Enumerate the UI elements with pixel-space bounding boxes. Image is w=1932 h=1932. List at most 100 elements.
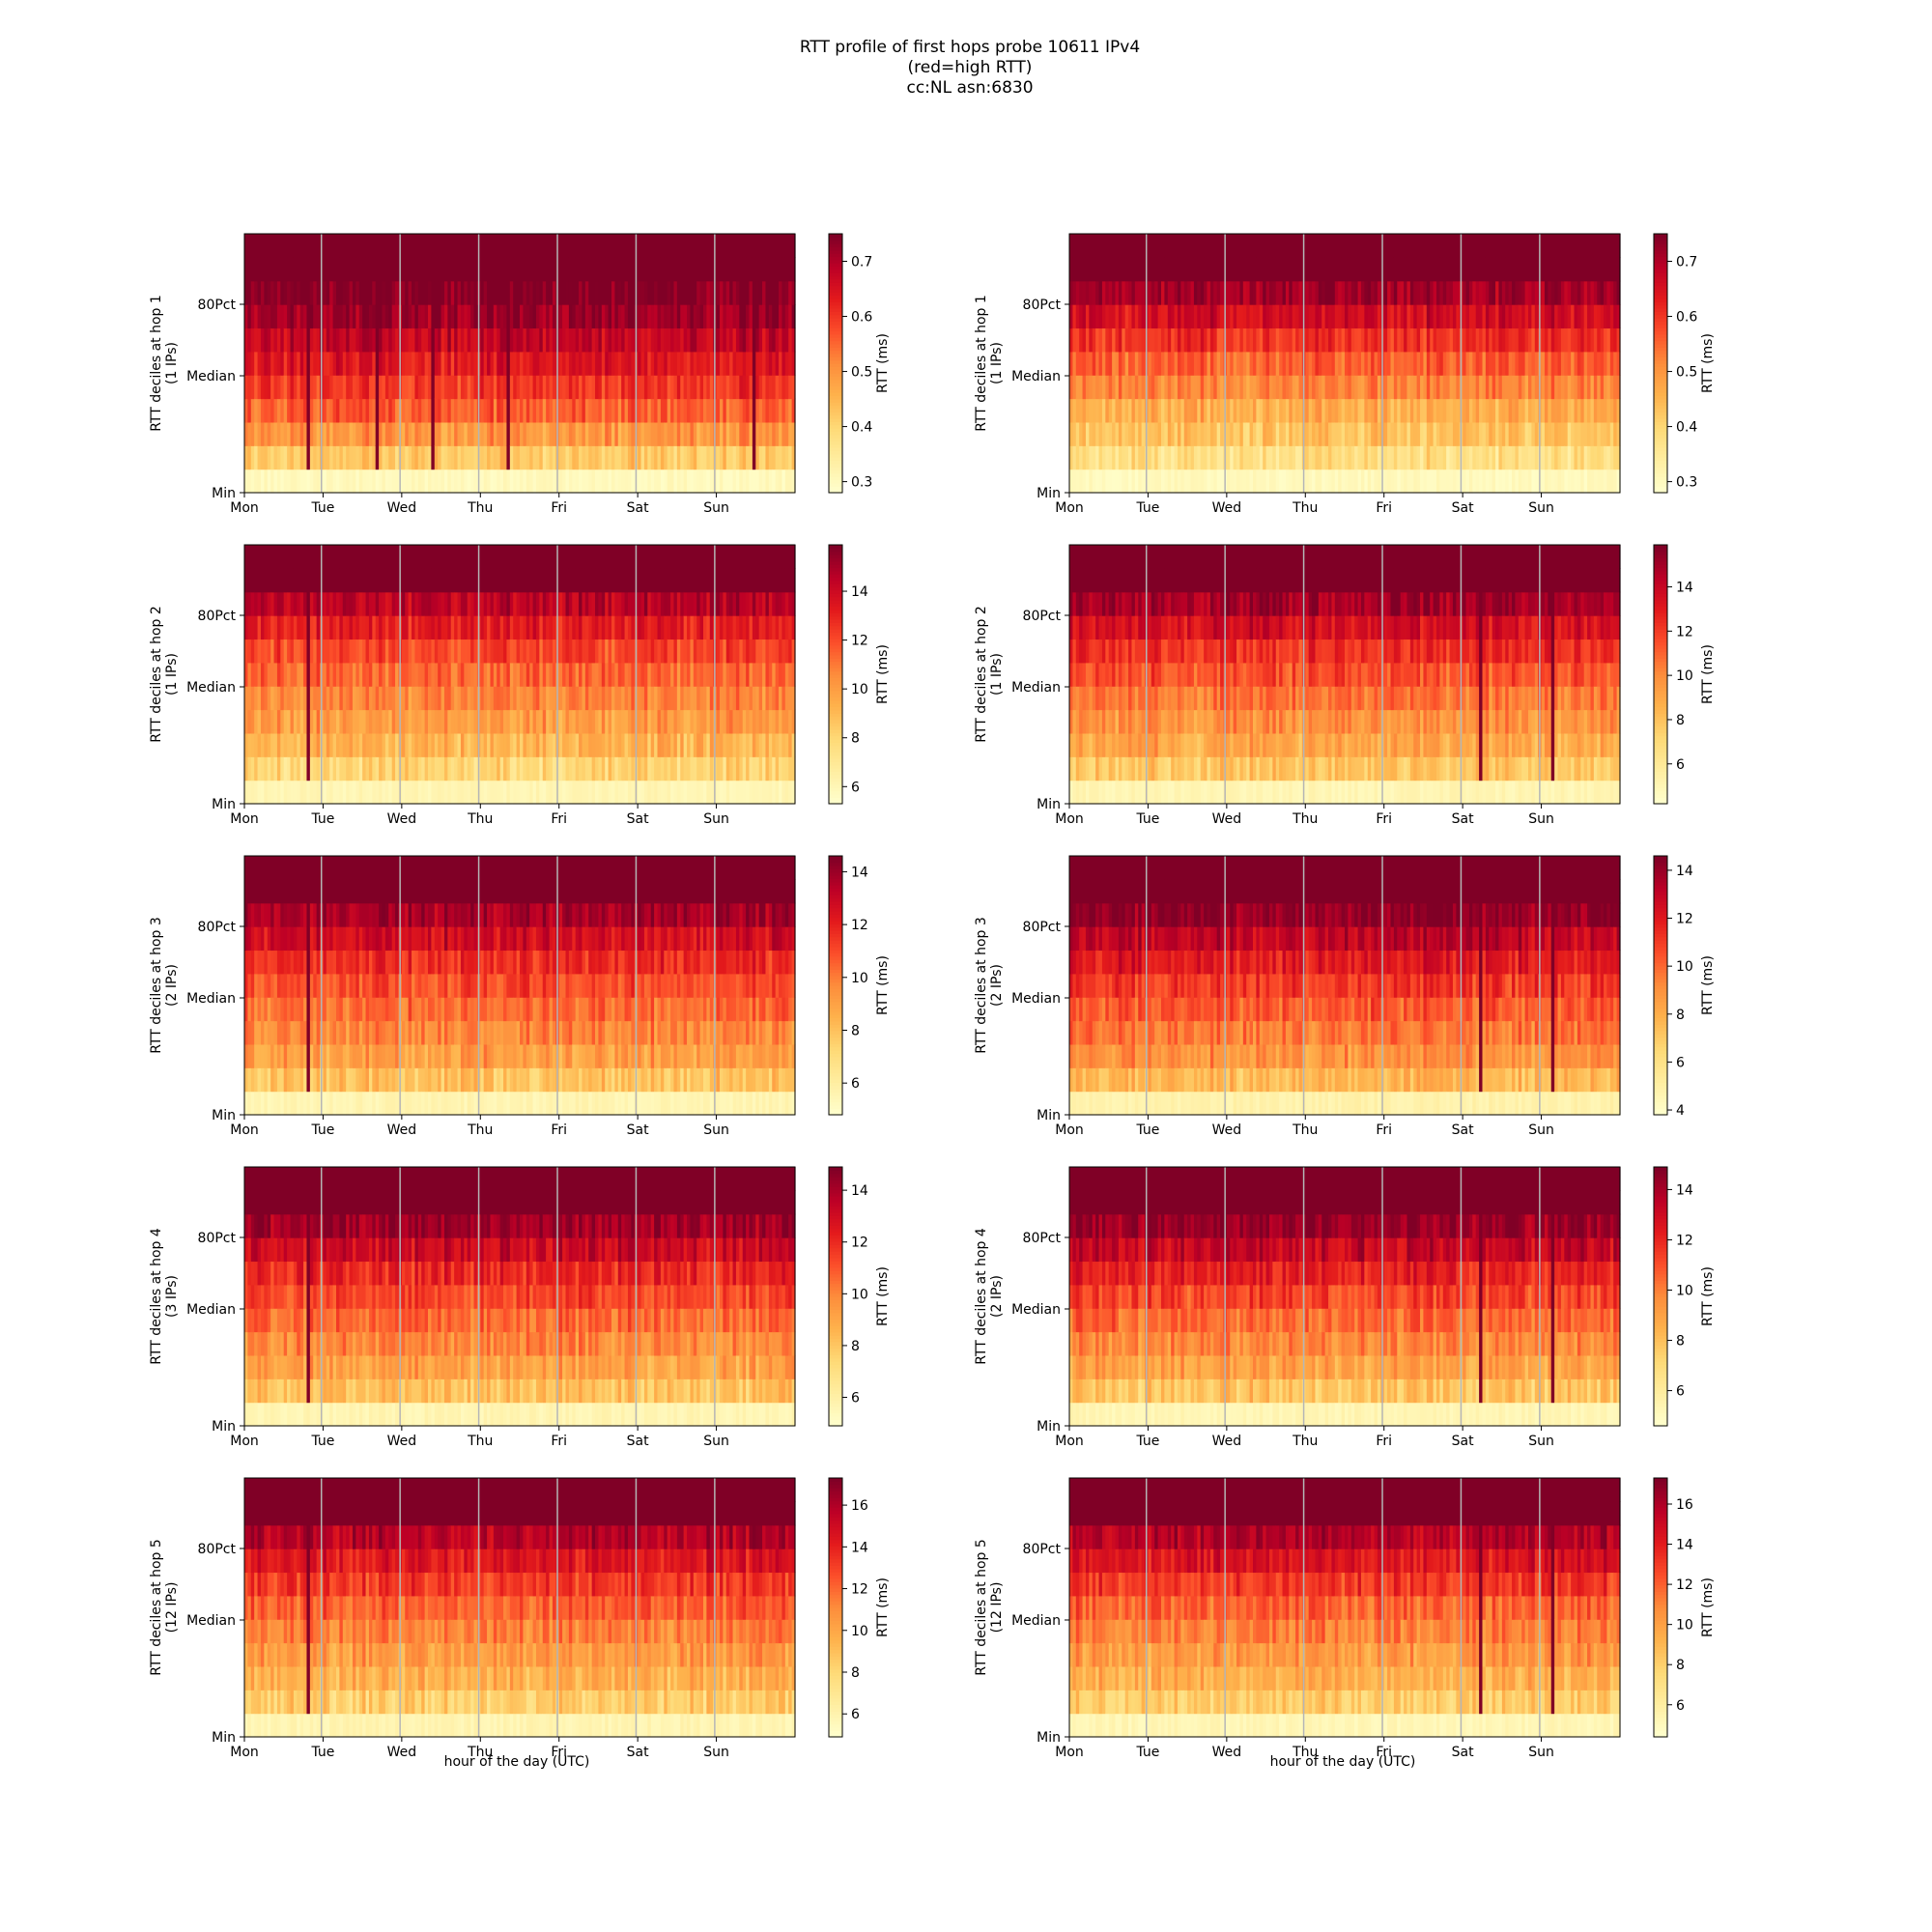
heatmap-cell — [332, 304, 337, 329]
heatmap-cell — [523, 421, 527, 446]
heatmap-cell — [664, 469, 668, 494]
heatmap-cell — [562, 421, 567, 446]
heatmap-cell — [742, 398, 747, 423]
heatmap-cell — [1095, 257, 1100, 282]
heatmap-cell — [391, 398, 396, 423]
heatmap-cell — [336, 351, 340, 376]
heatmap-cell — [588, 257, 593, 282]
heatmap-cell — [499, 568, 504, 593]
heatmap-cell — [643, 280, 648, 305]
heatmap-cell — [431, 568, 436, 593]
heatmap-cell — [352, 686, 356, 711]
heatmap-cell — [365, 375, 370, 400]
heatmap-cell — [332, 234, 337, 258]
heatmap-cell — [1567, 327, 1572, 353]
heatmap-cell — [1567, 257, 1572, 282]
heatmap-cell — [765, 398, 770, 423]
heatmap-cell — [539, 469, 544, 494]
heatmap-cell — [414, 327, 419, 353]
heatmap-cell — [1439, 234, 1444, 258]
heatmap-cell — [640, 469, 645, 494]
heatmap-cell — [352, 545, 356, 569]
heatmap-cell — [516, 280, 521, 305]
heatmap-cell — [470, 351, 475, 376]
y-tick-label: Min — [1037, 486, 1061, 501]
heatmap-cell — [470, 327, 475, 353]
heatmap-cell — [624, 327, 629, 353]
heatmap-cell — [664, 351, 668, 376]
heatmap-cell — [457, 398, 462, 423]
heatmap-cell — [365, 280, 370, 305]
heatmap-cell — [503, 445, 508, 470]
heatmap-cell — [1095, 398, 1100, 423]
heatmap-cell — [1085, 327, 1090, 353]
heatmap-cell — [287, 327, 292, 353]
heatmap-cell — [719, 327, 724, 353]
heatmap-cell — [638, 398, 642, 423]
heatmap-cell — [650, 304, 655, 329]
heatmap-cell — [546, 591, 551, 616]
heatmap-cell — [614, 445, 619, 470]
heatmap-cell — [283, 545, 288, 569]
heatmap-cell — [706, 327, 711, 353]
heatmap-cell — [332, 375, 337, 400]
heatmap-cell — [638, 351, 642, 376]
heatmap-cell — [316, 662, 321, 687]
heatmap-cell — [775, 469, 780, 494]
heatmap-cell — [290, 398, 295, 423]
heatmap-cell — [382, 234, 386, 258]
heatmap-cell — [467, 327, 471, 353]
heatmap-cell — [523, 304, 527, 329]
heatmap-cell — [575, 445, 580, 470]
heatmap-cell — [1383, 445, 1388, 470]
heatmap-cell — [264, 257, 269, 282]
colorbar-segment — [829, 234, 842, 238]
heatmap-cell — [670, 234, 675, 258]
heatmap-cell — [355, 234, 360, 258]
heatmap-cell — [372, 304, 377, 329]
heatmap-cell — [1531, 398, 1536, 423]
heatmap-cell — [706, 351, 711, 376]
heatmap-cell — [339, 545, 344, 569]
colorbar-tick-label: 0.5 — [1676, 365, 1697, 381]
heatmap-cell — [611, 327, 615, 353]
heatmap-cell — [431, 662, 436, 687]
heatmap-cell — [640, 327, 645, 353]
heatmap-cell — [1383, 257, 1388, 282]
heatmap-cell — [306, 709, 311, 734]
heatmap-cell — [1268, 327, 1273, 353]
heatmap-cell — [1338, 304, 1343, 329]
heatmap-cell — [421, 732, 426, 757]
heatmap-cell — [1521, 327, 1526, 353]
heatmap-cell — [788, 280, 793, 305]
heatmap-cell — [480, 257, 485, 282]
heatmap-cell — [283, 351, 288, 376]
heatmap-cell — [598, 351, 603, 376]
heatmap-cell — [346, 257, 351, 282]
heatmap-cell — [582, 280, 586, 305]
heatmap-cell — [287, 351, 292, 376]
heatmap-cell — [405, 280, 410, 305]
heatmap-cell — [454, 351, 459, 376]
heatmap-cell — [358, 469, 363, 494]
heatmap-cell — [250, 304, 255, 329]
heatmap-cell — [1256, 257, 1261, 282]
heatmap-cell — [503, 327, 508, 353]
heatmap-cell — [638, 375, 642, 400]
heatmap-cell — [605, 257, 610, 282]
heatmap-cell — [391, 445, 396, 470]
heatmap-cell — [384, 327, 389, 353]
heatmap-cell — [499, 709, 504, 734]
heatmap-cell — [532, 304, 537, 329]
heatmap-cell — [1141, 421, 1146, 446]
heatmap-cell — [657, 280, 662, 305]
heatmap-cell — [355, 469, 360, 494]
heatmap-cell — [683, 351, 688, 376]
heatmap-cell — [1085, 280, 1090, 305]
heatmap-cell — [598, 327, 603, 353]
heatmap-cell — [349, 375, 354, 400]
heatmap-cell — [516, 234, 521, 258]
heatmap-cell — [664, 375, 668, 400]
heatmap-cell — [391, 280, 396, 305]
heatmap-cell — [1154, 351, 1159, 376]
